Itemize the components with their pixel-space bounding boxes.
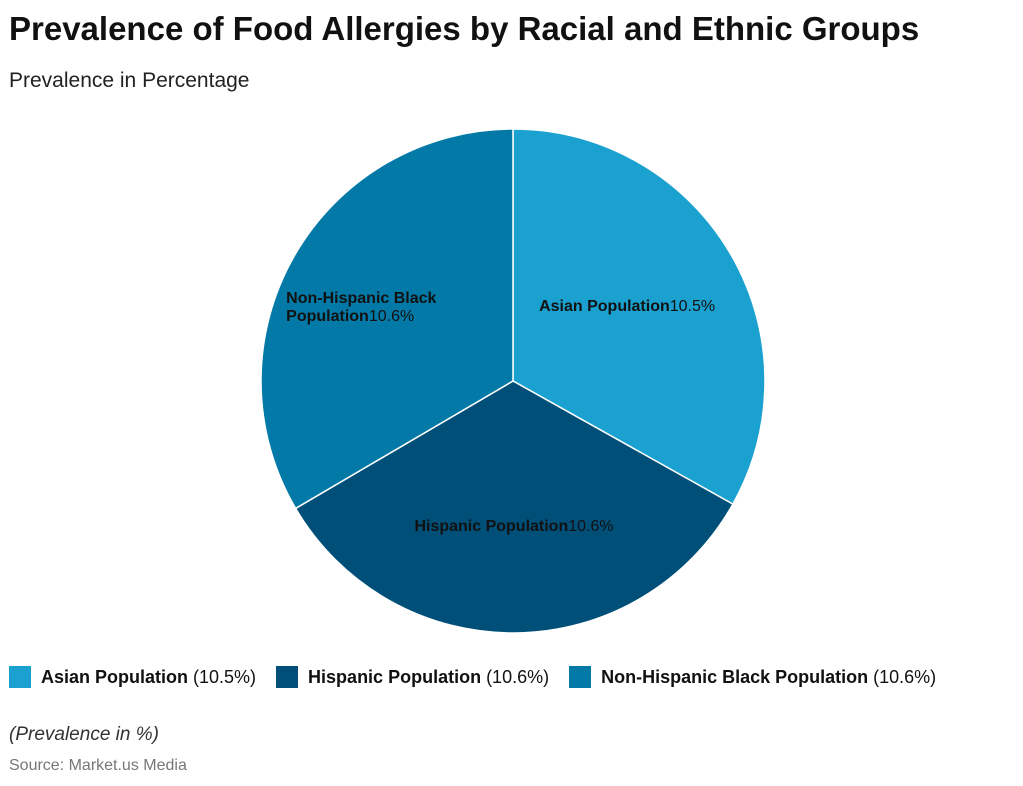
chart: Asian Population10.5% Hispanic Population…	[260, 128, 766, 634]
slice-value: 10.6%	[368, 308, 415, 326]
slice-category: Non-Hispanic Black Population	[286, 290, 437, 326]
slice-label-box: Asian Population10.5%	[539, 262, 739, 352]
slice-label: Hispanic Population10.6%	[414, 482, 614, 572]
chart-title: Prevalence of Food Allergies by Racial a…	[9, 10, 920, 47]
slice-category: Hispanic Population	[414, 518, 569, 536]
legend-value: (10.6%)	[486, 666, 550, 687]
pie-slice	[294, 380, 734, 634]
slice-category: Asian Population	[539, 298, 670, 316]
slice-label: Hispanic Population10.6%	[414, 518, 614, 536]
pie-slice	[260, 128, 514, 510]
chart-subtitle: Prevalence in Percentage	[9, 69, 250, 92]
slice-label: Non-Hispanic Black Population10.6%	[286, 263, 486, 353]
legend-value: (10.6%)	[873, 666, 937, 687]
slice-label: Asian Population10.5%	[539, 262, 739, 352]
source: Source: Market.us Media	[9, 757, 187, 774]
slice-value: 10.5%	[669, 298, 716, 316]
legend-value: (10.5%)	[193, 666, 257, 687]
legend: Asian Population (10.5%) Hispanic Populati…	[9, 666, 936, 688]
legend-item: Non-Hispanic Black Population (10.6%)	[569, 666, 936, 688]
pie-slice	[512, 128, 766, 506]
slice-label-box: Non-Hispanic Black Population10.6%	[286, 263, 486, 353]
slice-label: Asian Population10.5%	[539, 298, 739, 316]
legend-item: Asian Population (10.5%)	[9, 666, 256, 688]
legend-label: Non-Hispanic Black Population	[601, 666, 869, 687]
slice-value: 10.6%	[568, 518, 614, 536]
slice-label: Non-Hispanic Black Population10.6%	[286, 290, 486, 326]
legend-swatch	[276, 666, 299, 688]
note: (Prevalence in %)	[9, 724, 159, 745]
legend-item: Hispanic Population (10.6%)	[276, 666, 549, 688]
legend-label: Asian Population	[41, 666, 189, 687]
legend-swatch	[569, 666, 592, 688]
legend-swatch	[9, 666, 31, 688]
slice-label-box: Hispanic Population10.6%	[414, 482, 614, 572]
legend-label: Hispanic Population	[308, 666, 482, 687]
